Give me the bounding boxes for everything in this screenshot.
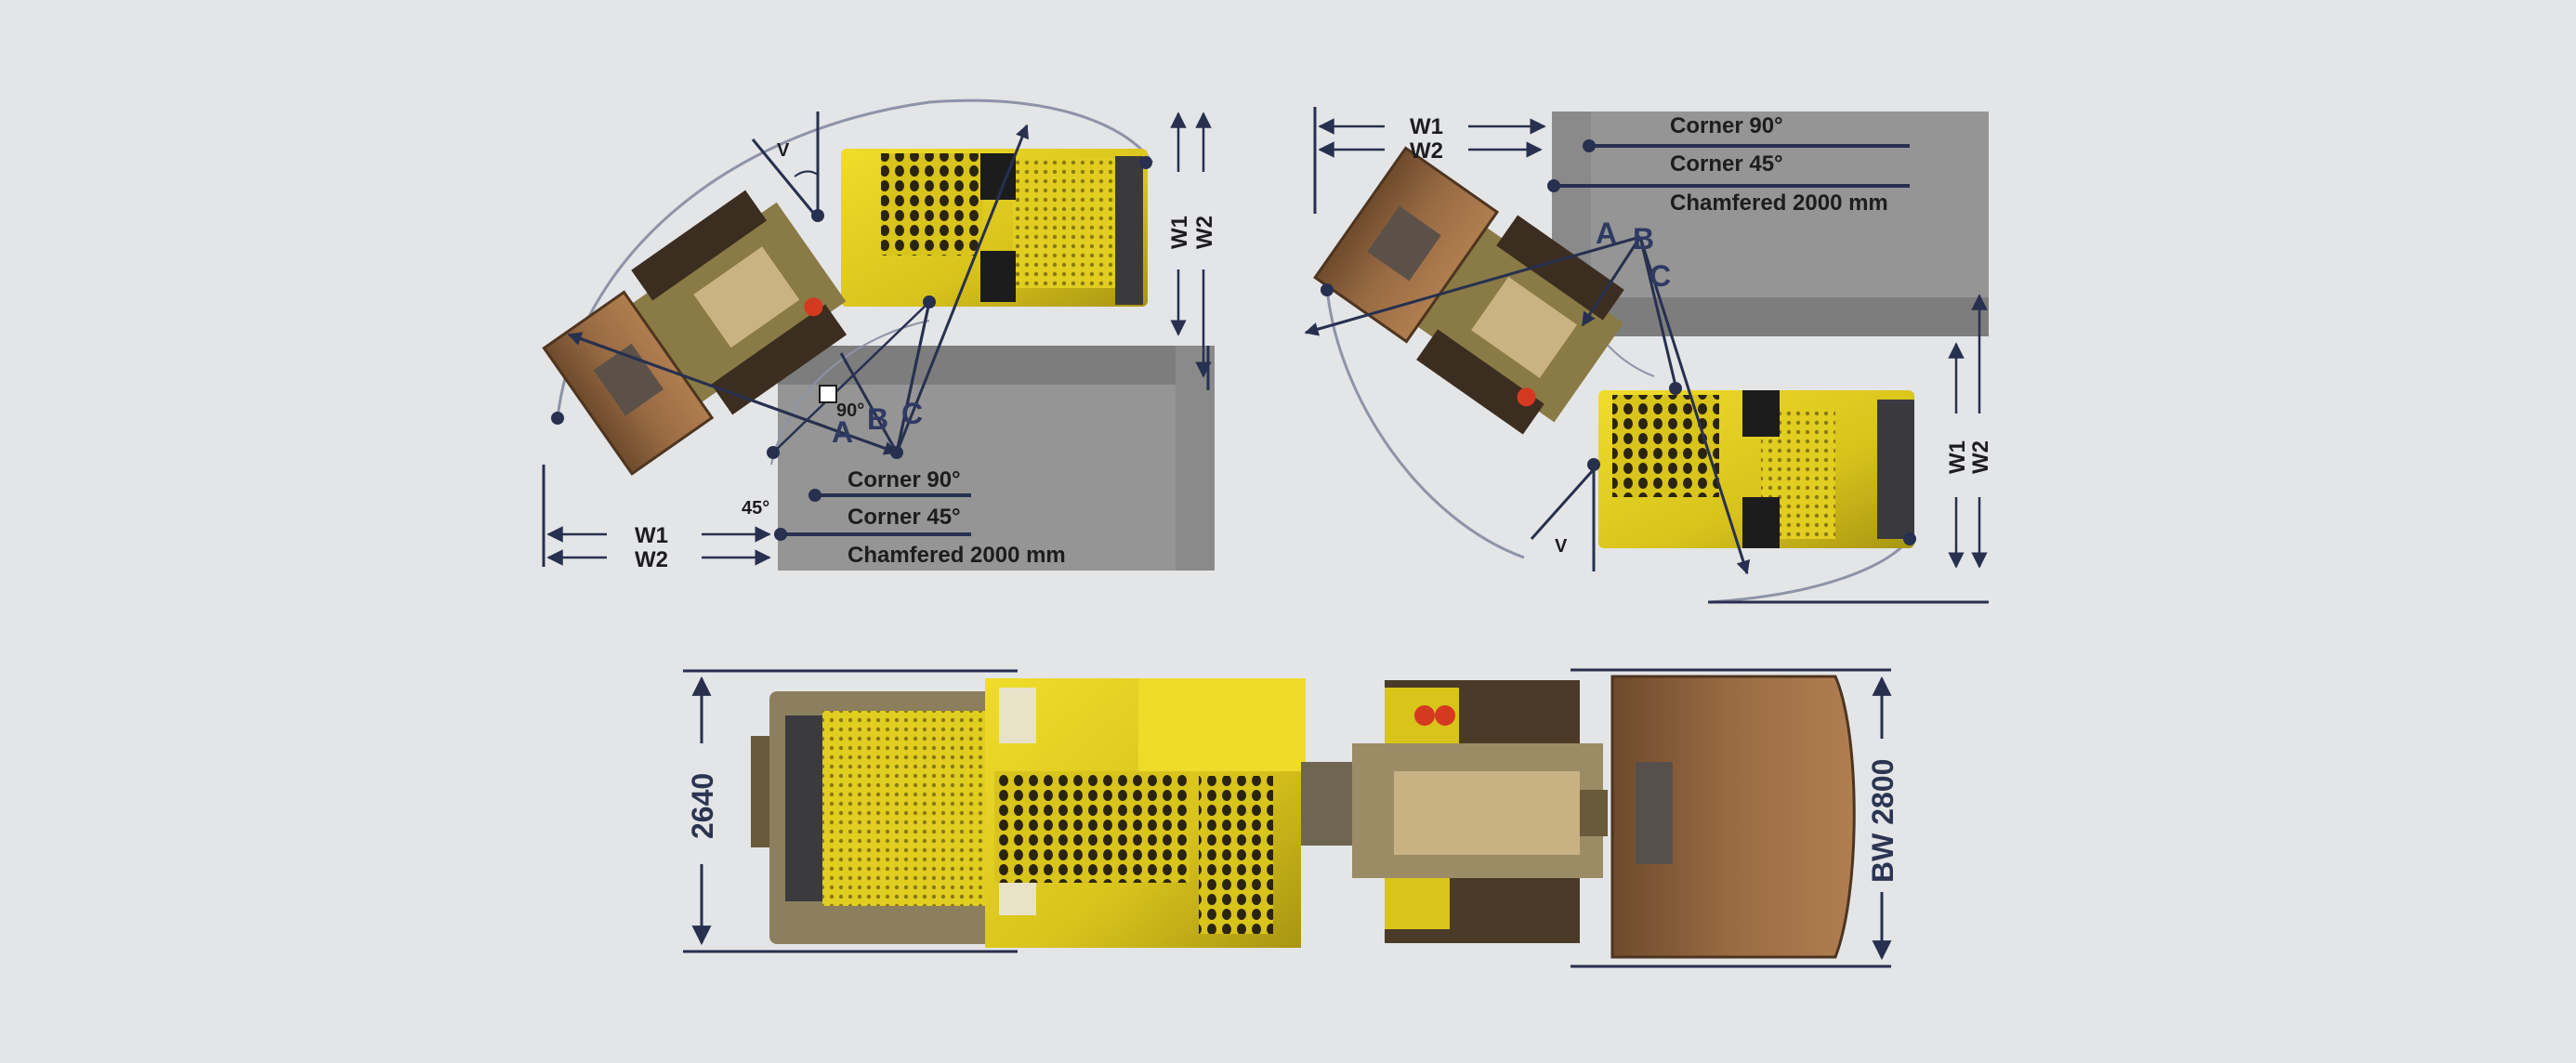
bucket-width-dimension <box>1571 668 1892 968</box>
right-angle-marker <box>819 385 837 403</box>
articulation-joint <box>1301 762 1357 846</box>
point-b-label: B <box>1633 222 1654 256</box>
point-c-label: C <box>901 397 923 430</box>
machine-rear <box>751 678 1306 948</box>
machine-rear <box>841 149 1148 307</box>
point-a-label: A <box>1596 217 1617 250</box>
w1-vertical-label: W1 <box>1945 440 1970 474</box>
w2-vertical-label: W2 <box>1192 216 1217 249</box>
machine-front <box>1352 680 1608 943</box>
machine-width-dimension <box>683 669 1018 953</box>
corner-90-label: Corner 90° <box>1670 113 1783 138</box>
corner-legend: Corner 90° Corner 45° Chamfered 2000 mm <box>774 467 1066 568</box>
corner-45-label: Corner 45° <box>848 505 961 530</box>
point-b-label: B <box>867 402 888 436</box>
wall-block <box>778 346 1215 571</box>
bottom-panel: 2640 BW 2800 <box>683 668 1899 968</box>
corner-90-label: Corner 90° <box>848 467 961 492</box>
geometry-lines <box>1304 107 1989 604</box>
w1-vertical-label: W1 <box>1167 216 1192 249</box>
v-label: V <box>1555 536 1568 557</box>
machine-front <box>542 190 848 476</box>
bucket-width-label: BW 2800 <box>1866 759 1899 883</box>
vertical-dimensions <box>1948 294 1988 569</box>
angle-45-label: 45° <box>742 498 769 518</box>
point-a-label: A <box>832 415 853 449</box>
outer-arc <box>1709 538 1912 604</box>
w2-label: W2 <box>1410 138 1443 164</box>
bucket <box>1610 675 1856 959</box>
machine-rear <box>1598 390 1914 548</box>
chamfered-label: Chamfered 2000 mm <box>848 543 1066 568</box>
w1-label: W1 <box>635 523 668 548</box>
wall-block <box>1552 112 1989 336</box>
v-label: V <box>777 140 790 161</box>
w2-label: W2 <box>635 547 668 572</box>
top-left-panel: 90° 45° V A B C Corner 90° Corner 45° Ch… <box>542 98 1217 572</box>
v-angle-arc <box>794 170 819 177</box>
w1-label: W1 <box>1410 114 1443 139</box>
vertical-dimensions <box>1170 112 1212 378</box>
width-dimensions <box>1318 118 1546 158</box>
angle-90-label: 90° <box>836 400 864 421</box>
w2-vertical-label: W2 <box>1968 440 1993 474</box>
reference-points <box>551 156 1152 459</box>
turning-arc <box>556 98 1154 419</box>
top-right-panel: V A B C Corner 90° Corner 45° Chamfered … <box>1304 107 1993 604</box>
corner-legend: Corner 90° Corner 45° Chamfered 2000 mm <box>1554 113 1910 216</box>
turning-arc <box>1325 287 1525 559</box>
corner-45-label: Corner 45° <box>1670 151 1783 177</box>
chamfered-label: Chamfered 2000 mm <box>1670 190 1888 216</box>
machine-front <box>1313 146 1624 435</box>
point-c-label: C <box>1649 259 1671 293</box>
machine-width-label: 2640 <box>686 773 719 839</box>
width-dimensions <box>546 526 771 566</box>
geometry-lines <box>542 112 1210 567</box>
